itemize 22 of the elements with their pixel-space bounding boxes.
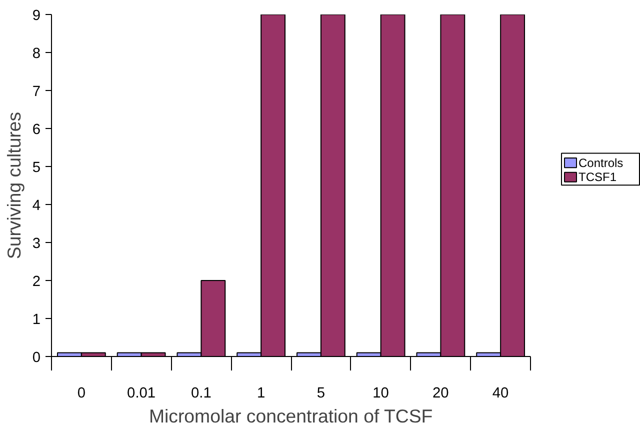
y-tick-label: 0 (32, 350, 41, 366)
y-tick-label: 2 (32, 274, 41, 290)
y-tick-label: 8 (32, 46, 41, 62)
legend-label: TCSF1 (578, 170, 617, 184)
x-tick-label: 1 (256, 386, 266, 402)
y-tick-label: 6 (32, 122, 41, 138)
x-tick-label: 0.01 (127, 386, 156, 402)
y-tick-label: 5 (32, 160, 41, 176)
y-tick-label: 3 (32, 236, 41, 252)
x-tick-label: 20 (432, 386, 449, 402)
x-tick-label: 5 (316, 386, 326, 402)
y-tick-label: 1 (32, 312, 41, 328)
x-tick-label: 0 (77, 386, 86, 402)
x-axis-title: Micromolar concentration of TCSF (148, 406, 433, 426)
y-tick-label: 7 (32, 84, 41, 100)
y-tick-label: 4 (32, 198, 41, 214)
x-tick-label: 0.1 (191, 386, 212, 402)
x-tick-label: 10 (372, 386, 389, 402)
y-tick-label: 9 (32, 8, 41, 24)
y-axis-title: Surviving cultures (3, 112, 24, 260)
x-tick-label: 40 (492, 386, 509, 402)
legend-label: Controls (578, 156, 624, 170)
